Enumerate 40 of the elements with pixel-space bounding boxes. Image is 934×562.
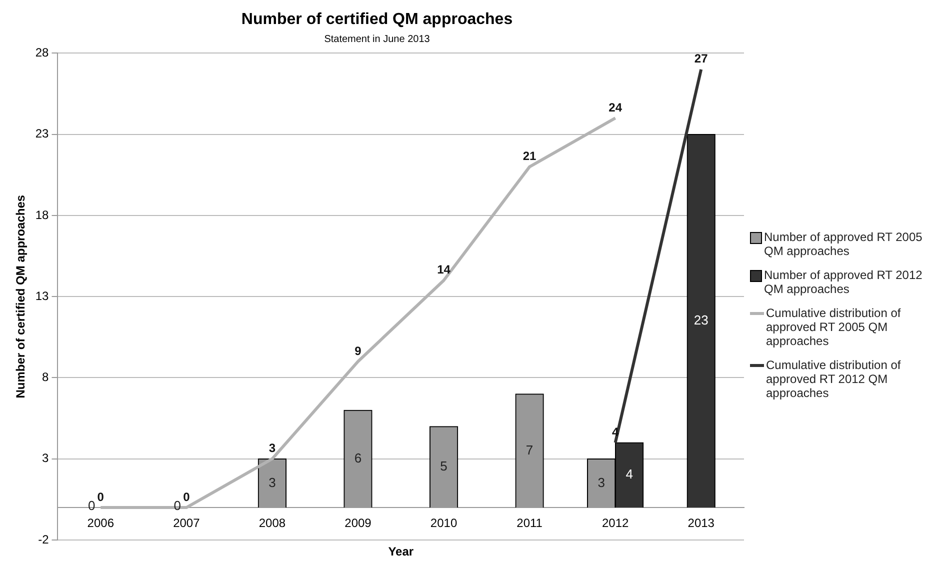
data-label: 5 xyxy=(440,458,448,474)
x-tick-label: 2012 xyxy=(602,516,629,530)
data-label: 3 xyxy=(598,474,605,490)
data-label: 24 xyxy=(608,100,622,114)
data-label: 9 xyxy=(354,344,362,358)
data-label: 4 xyxy=(626,466,633,482)
y-axis-title: Number of certified QM approaches xyxy=(14,194,28,398)
data-label: 7 xyxy=(526,442,534,458)
data-label: 0 xyxy=(183,490,190,504)
x-axis-title: Year xyxy=(388,544,414,558)
x-tick-label: 2006 xyxy=(87,516,114,530)
data-label: 0 xyxy=(174,498,182,514)
y-tick-label: 3 xyxy=(42,451,50,466)
data-label: 14 xyxy=(437,262,451,277)
y-tick-label: 13 xyxy=(35,288,50,303)
data-label: 27 xyxy=(694,52,708,66)
chart-title: Number of certified QM approaches xyxy=(241,11,513,28)
chart-subtitle: Statement in June 2013 xyxy=(324,34,430,45)
x-tick-label: 2010 xyxy=(430,516,458,530)
x-tick-label: 2007 xyxy=(173,516,200,530)
y-tick-label: -2 xyxy=(38,532,50,546)
y-tick-label: 8 xyxy=(42,370,50,384)
legend-label: Number of approved RT 2012 QM approaches xyxy=(764,268,924,296)
y-tick-label: 18 xyxy=(35,208,50,222)
legend-label: Cumulative distribution of approved RT 2005 QM approaches xyxy=(766,306,902,348)
x-tick-label: 2011 xyxy=(516,516,543,530)
data-label: 0 xyxy=(97,490,104,504)
x-tick-label: 2008 xyxy=(258,516,286,530)
data-label: 21 xyxy=(522,149,537,164)
x-tick-label: 2013 xyxy=(688,516,715,530)
x-tick-label: 2009 xyxy=(344,516,372,530)
legend-label: Number of approved RT 2005 QM approaches xyxy=(764,230,924,258)
data-label: 6 xyxy=(354,450,362,466)
data-label: 3 xyxy=(268,441,276,456)
data-label: 3 xyxy=(268,474,276,490)
y-tick-label: 28 xyxy=(35,46,50,60)
data-label: 0 xyxy=(88,498,96,514)
data-label: 23 xyxy=(694,312,708,328)
y-tick-label: 23 xyxy=(35,126,50,141)
legend-label: Cumulative distribution of approved RT 2012 QM approaches xyxy=(766,358,902,400)
